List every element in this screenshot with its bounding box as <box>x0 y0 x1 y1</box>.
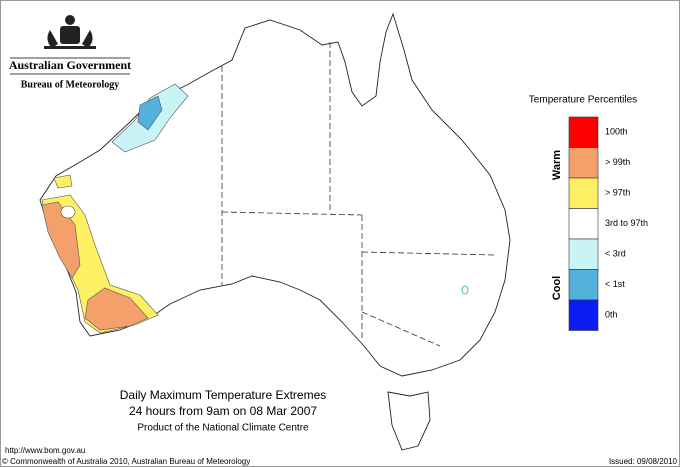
issued: Issued: 09/08/2010 <box>609 457 678 466</box>
legend-swatch <box>568 116 599 148</box>
government: Australian Government <box>9 58 131 72</box>
legend-label: < 1st <box>605 279 625 289</box>
legend-swatch <box>568 238 599 270</box>
legend-label: > 99th <box>605 157 630 167</box>
legend-label: 0th <box>605 310 618 320</box>
legend-label: < 3rd <box>605 249 626 259</box>
legend-label: > 97th <box>605 188 630 198</box>
legend-label: 3rd to 97th <box>605 218 648 228</box>
state-border <box>361 251 496 256</box>
state-border <box>221 211 363 216</box>
warm-label: Warm <box>551 150 563 180</box>
legend-label: 100th <box>605 127 628 137</box>
legend-swatch <box>568 208 599 240</box>
crest <box>44 15 96 49</box>
legend: Temperature Percentiles Warm Cool 100th >… <box>529 95 648 331</box>
legend-swatch <box>568 269 599 301</box>
legend-swatch <box>568 299 599 331</box>
hot-region <box>84 287 149 331</box>
cold-region <box>137 95 163 131</box>
hot-region <box>41 201 81 279</box>
warm-region <box>53 174 73 189</box>
legend-title: Temperature Percentiles <box>529 95 637 106</box>
legend-swatch <box>568 147 599 179</box>
tasmania <box>387 391 431 451</box>
url: http://www.bom.gov.au <box>5 446 85 455</box>
map-title: Daily Maximum Temperature Extremes <box>120 388 327 402</box>
legend-swatch <box>568 177 599 209</box>
cool-label: Cool <box>551 276 563 300</box>
map-subtitle: 24 hours from 9am on 08 Mar 2007 <box>129 404 317 418</box>
map-note: Product of the National Climate Centre <box>137 423 309 434</box>
copyright: © Commonwealth of Australia 2010, Austra… <box>2 457 250 466</box>
state-border <box>361 311 441 347</box>
bureau: Bureau of Meteorology <box>21 79 120 90</box>
